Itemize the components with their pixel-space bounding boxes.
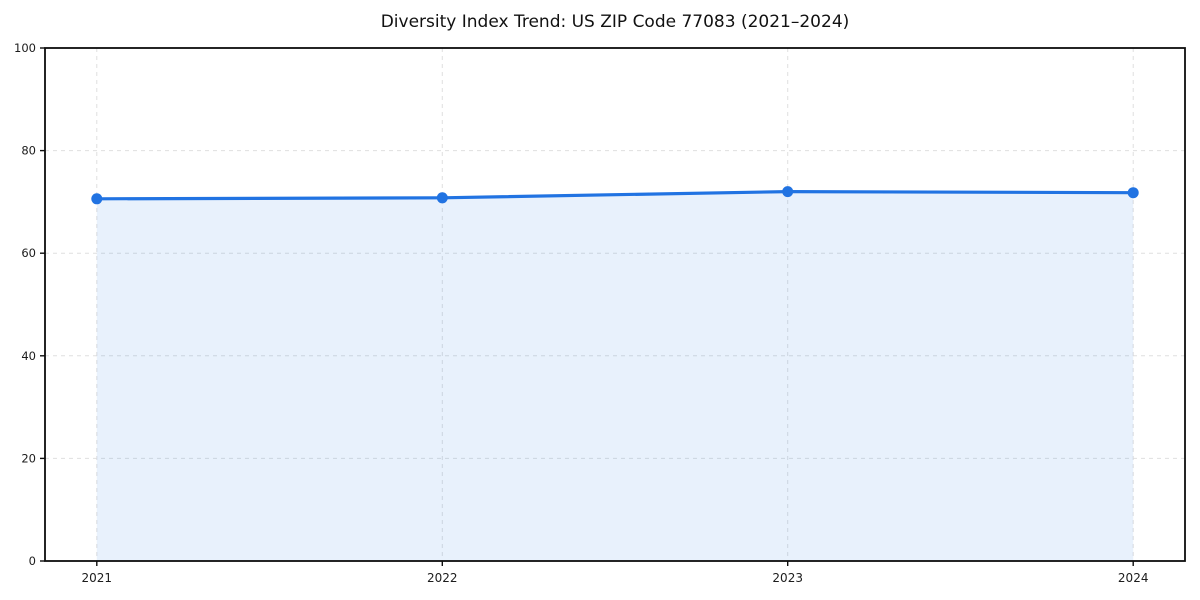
plot-border — [44, 47, 1186, 562]
y-tick-label: 100 — [14, 41, 36, 55]
data-point — [782, 186, 794, 198]
x-tick-label: 2023 — [772, 571, 803, 585]
y-tick-label: 80 — [21, 144, 36, 158]
trend-line — [95, 190, 1135, 201]
y-tick-label: 40 — [21, 349, 36, 363]
data-point — [1127, 187, 1139, 199]
x-tick-label: 2024 — [1118, 571, 1149, 585]
chart-title: Diversity Index Trend: US ZIP Code 77083… — [380, 12, 850, 32]
x-tick-label: 2021 — [82, 571, 113, 585]
y-tick-label: 0 — [29, 554, 36, 568]
y-tick-label: 60 — [21, 246, 36, 260]
area-fill — [96, 191, 1134, 561]
data-point — [91, 193, 103, 205]
data-point — [436, 192, 448, 204]
y-tick-label: 20 — [21, 451, 36, 465]
x-tick-label: 2022 — [427, 571, 458, 585]
